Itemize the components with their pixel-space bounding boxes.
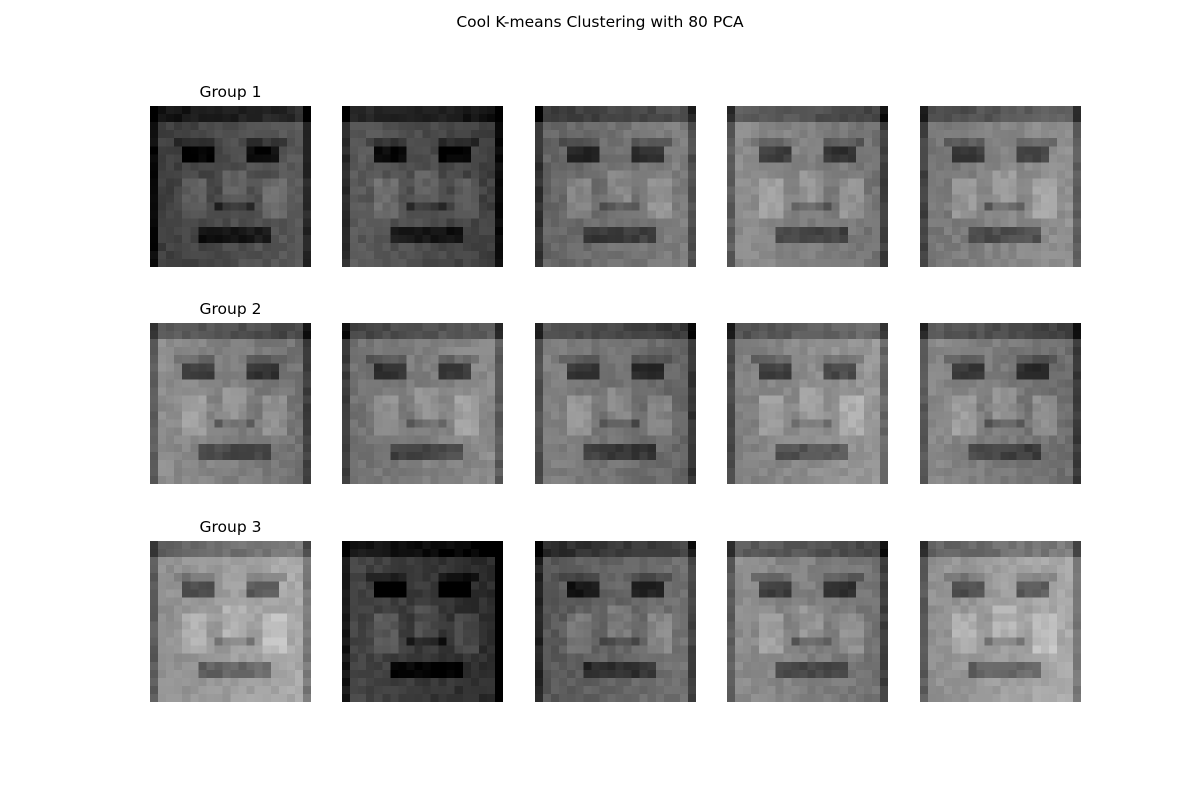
group-label: Group 2 [199, 300, 262, 318]
face-image [342, 106, 503, 267]
face-image [150, 106, 311, 267]
face-image [727, 106, 888, 267]
face-image [727, 323, 888, 484]
face-image [535, 541, 696, 702]
face-image [920, 323, 1081, 484]
face-image [727, 541, 888, 702]
face-image [150, 323, 311, 484]
figure-title: Cool K-means Clustering with 80 PCA [456, 13, 744, 31]
face-image [342, 541, 503, 702]
face-image [535, 106, 696, 267]
face-image [535, 323, 696, 484]
face-image [150, 541, 311, 702]
group-label: Group 1 [199, 83, 262, 101]
face-image [920, 106, 1081, 267]
face-image [342, 323, 503, 484]
group-label: Group 3 [199, 518, 262, 536]
face-image [920, 541, 1081, 702]
